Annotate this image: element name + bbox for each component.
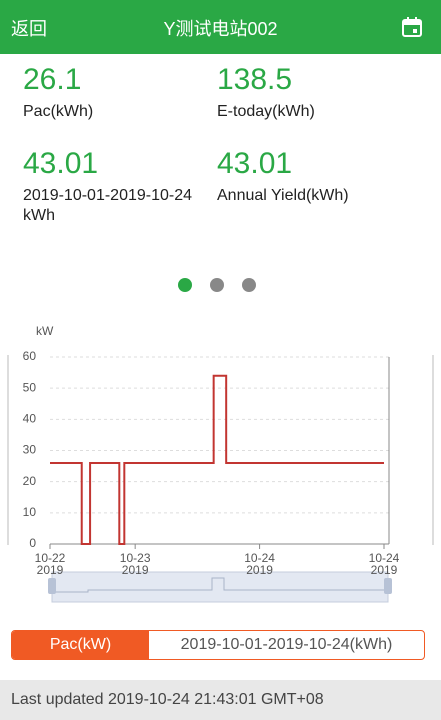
zoom-preview bbox=[52, 577, 388, 593]
y-tick-label: 10 bbox=[23, 505, 37, 519]
y-tick-label: 20 bbox=[23, 474, 37, 488]
back-button[interactable]: 返回 bbox=[11, 19, 47, 39]
page-title: Y测试电站002 bbox=[163, 19, 278, 39]
y-axis-label: kW bbox=[36, 324, 54, 338]
x-tick-label: 10-24 2019 bbox=[368, 551, 400, 577]
y-tick-label: 40 bbox=[23, 412, 37, 426]
chart: kW 0 10 20 30 40 50 60 bbox=[7, 324, 434, 603]
x-tick-label: 10-22 2019 bbox=[34, 551, 66, 577]
page-dot[interactable] bbox=[210, 278, 224, 292]
x-tick-label: 10-24 2019 bbox=[244, 551, 275, 577]
stat-label: Annual Yield(kWh) bbox=[217, 187, 349, 204]
tab-bar: Pac(kW) 2019-10-01-2019-10-24(kWh) bbox=[11, 630, 425, 660]
stat-label: 2019-10-01-2019-10-24kWh bbox=[23, 187, 193, 224]
y-tick-label: 60 bbox=[23, 349, 37, 363]
stat-value: 26.1 bbox=[23, 63, 82, 96]
footer: Last updated 2019-10-24 21:43:01 GMT+08 bbox=[0, 680, 441, 720]
tab[interactable]: 2019-10-01-2019-10-24(kWh) bbox=[180, 636, 393, 653]
header: 返回 Y测试电站002 bbox=[0, 0, 441, 54]
page-dot[interactable] bbox=[242, 278, 256, 292]
zoom-handle[interactable] bbox=[384, 578, 392, 594]
series-line bbox=[50, 374, 384, 545]
zoom-slider[interactable] bbox=[51, 571, 389, 603]
y-tick-label: 30 bbox=[23, 443, 37, 457]
zoom-handle[interactable] bbox=[48, 578, 56, 594]
stat: 26.1 Pac(kWh) bbox=[23, 62, 223, 122]
stat: 43.01 2019-10-01-2019-10-24kWh bbox=[23, 146, 193, 226]
stat-value: 138.5 bbox=[217, 63, 293, 96]
stat-label: Pac(kWh) bbox=[23, 103, 94, 120]
stat: 43.01 Annual Yield(kWh) bbox=[217, 146, 417, 206]
stat: 138.5 E-today(kWh) bbox=[217, 62, 417, 122]
y-tick-label: 0 bbox=[29, 536, 36, 550]
calendar-icon[interactable] bbox=[401, 16, 423, 38]
tab[interactable]: Pac(kW) bbox=[12, 631, 149, 659]
stat-value: 43.01 bbox=[217, 147, 293, 180]
x-tick-label: 10-23 2019 bbox=[119, 551, 151, 577]
stat-label: E-today(kWh) bbox=[217, 103, 315, 120]
y-tick-label: 50 bbox=[23, 380, 37, 394]
stat-value: 43.01 bbox=[23, 147, 99, 180]
page-dot[interactable] bbox=[178, 278, 192, 292]
